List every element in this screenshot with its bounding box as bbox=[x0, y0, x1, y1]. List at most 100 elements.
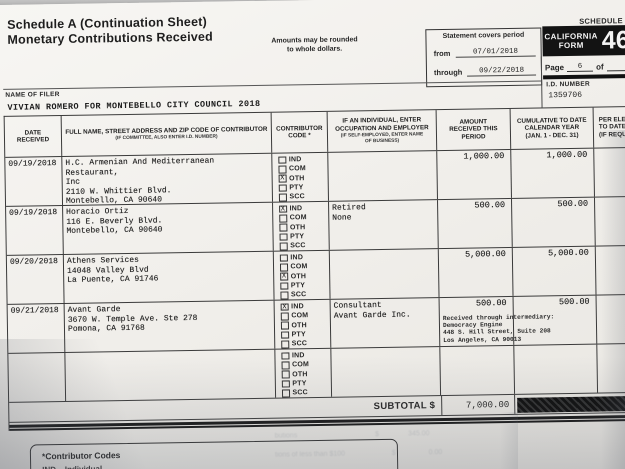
code-label: IND bbox=[288, 156, 302, 164]
cell-occupation: Retired None bbox=[329, 200, 439, 250]
page-number: 6 bbox=[566, 62, 594, 73]
code-option: SCC bbox=[278, 192, 328, 202]
code-label: OTH bbox=[291, 321, 307, 330]
california-form-badge: CALIFORNIA FORM 460 bbox=[542, 24, 625, 57]
checkbox-unchecked bbox=[281, 389, 290, 398]
checkbox-unchecked bbox=[281, 340, 289, 349]
cell-per-election bbox=[595, 197, 625, 246]
contributor-codes-title: *Contributor Codes bbox=[41, 450, 121, 462]
checkbox-unchecked bbox=[279, 263, 288, 272]
subtotal-value: 7,000.00 bbox=[441, 394, 516, 416]
cell-amount-received: 5,000.00 bbox=[438, 247, 514, 298]
page-of-value bbox=[606, 69, 625, 72]
header-subnote: OF BUSINESS) bbox=[364, 138, 400, 145]
header-line: RECEIVED bbox=[16, 136, 50, 144]
from-date-value: 07/01/2018 bbox=[455, 47, 536, 58]
column-header: CUMULATIVE TO DATE CALENDAR YEAR (JAN. 1 -… bbox=[510, 107, 595, 149]
form-title-line2: Monetary Contributions Received bbox=[7, 29, 214, 47]
cell-occupation: Consultant Avant Garde Inc. bbox=[330, 298, 441, 348]
date-value: 09/19/2018 bbox=[8, 159, 57, 169]
california-label: CALIFORNIA bbox=[544, 31, 598, 42]
through-label: through bbox=[433, 67, 463, 78]
header-subnote: (IF COMMITTEE, ALSO ENTER I.D. NUMBER) bbox=[115, 134, 218, 142]
checkbox-unchecked bbox=[278, 165, 287, 174]
header-line: (JAN. 1 - DEC. 31) bbox=[525, 131, 579, 140]
column-header: IF AN INDIVIDUAL, ENTER OCCUPATION AND EM… bbox=[327, 110, 438, 152]
column-header: AMOUNT RECEIVED THIS PERIOD bbox=[436, 108, 512, 151]
page-label: Page bbox=[544, 63, 565, 73]
cell-per-election bbox=[597, 344, 625, 393]
cell-date-received: 09/20/2018 bbox=[6, 254, 65, 304]
code-label: COM bbox=[291, 312, 309, 320]
subtotal-label: SUBTOTAL $ bbox=[373, 400, 436, 413]
column-header: FULL NAME, STREET ADDRESS AND ZIP CODE O… bbox=[61, 112, 273, 156]
contributions-table: DATE RECEIVED FULL NAME, STREET ADDRESS AN… bbox=[3, 105, 625, 431]
cell-contributor-code: X IND COM OTH PTY SCC bbox=[273, 201, 330, 251]
checkbox-unchecked bbox=[281, 331, 289, 339]
from-label: from bbox=[433, 48, 451, 59]
cell-contributor-code: IND COM X OTH PTY SCC bbox=[272, 152, 330, 202]
cell-cumulative: 1,000.00 bbox=[511, 148, 595, 198]
cell-per-election bbox=[596, 246, 625, 295]
redacted-area bbox=[517, 395, 625, 413]
form-label: FORM bbox=[558, 40, 584, 51]
code-option: SCC bbox=[281, 388, 331, 398]
code-label: PTY bbox=[292, 380, 307, 388]
checkbox-unchecked bbox=[279, 254, 288, 262]
code-label: COM bbox=[288, 165, 306, 173]
form-title: Schedule A (Continuation Sheet) Monetary… bbox=[7, 15, 213, 48]
checkbox-unchecked bbox=[279, 242, 288, 251]
cell-contributor-code: X IND COM OTH PTY SCC bbox=[274, 299, 332, 349]
checkbox-unchecked bbox=[281, 370, 290, 379]
page-indicator: Page 6 of bbox=[544, 62, 625, 73]
code-label: OTH bbox=[292, 370, 308, 379]
statement-period-label: Statement covers period bbox=[442, 31, 525, 40]
page-of-label: of bbox=[595, 62, 604, 72]
contributor-codes-box: *Contributor Codes IND – Individual COM … bbox=[29, 438, 399, 469]
ghost-text-line1: butions $ 345.00 bbox=[274, 430, 430, 440]
cell-contributor-name bbox=[65, 349, 277, 401]
checkbox-checked: X bbox=[280, 272, 288, 282]
id-number-label: I.D. NUMBER bbox=[546, 80, 591, 89]
through-date-value: 09/22/2018 bbox=[467, 66, 537, 77]
cell-contributor-name: Horacio Ortiz 116 E. Beverly Blvd. Montebe… bbox=[63, 202, 274, 254]
contributor-line: Pomona, CA 91768 bbox=[67, 323, 145, 335]
date-value: 09/19/2018 bbox=[9, 208, 58, 218]
header-line: CODE * bbox=[288, 132, 311, 140]
cell-amount-received: 500.00 bbox=[438, 198, 513, 249]
cell-cumulative: 5,000.00 bbox=[512, 246, 597, 296]
occupation-line: Avant Garde Inc. bbox=[333, 310, 411, 321]
code-label: COM bbox=[292, 361, 310, 369]
cell-date-received: 09/19/2018 bbox=[5, 156, 64, 206]
checkbox-unchecked bbox=[279, 233, 288, 241]
checkbox-checked: X bbox=[279, 205, 287, 214]
code-label: IND bbox=[290, 254, 304, 262]
header-line: (IF REQUIRED) bbox=[598, 130, 625, 139]
checkbox-unchecked bbox=[281, 380, 290, 388]
filer-label: NAME OF FILER bbox=[5, 91, 60, 99]
cell-cumulative bbox=[514, 344, 599, 394]
code-label: OTH bbox=[289, 223, 306, 232]
checkbox-unchecked bbox=[278, 156, 286, 164]
checkbox-unchecked bbox=[280, 291, 289, 300]
header-subnote: (IF SELF-EMPLOYED, ENTER NAME bbox=[340, 132, 424, 139]
code-label: IND bbox=[289, 205, 303, 213]
checkbox-checked: X bbox=[280, 303, 289, 312]
filer-name: VIVIAN ROMERO FOR MONTEBELLO CITY COUNCI… bbox=[7, 98, 261, 113]
cell-per-election bbox=[594, 148, 625, 197]
cell-contributor-name: Athens Services 14048 Valley Blvd La Puent… bbox=[63, 251, 275, 303]
checkbox-unchecked bbox=[281, 352, 289, 360]
california-form-text: CALIFORNIA FORM bbox=[542, 32, 600, 51]
cell-occupation bbox=[329, 249, 440, 299]
rounding-note: Amounts may be rounded to whole dollars. bbox=[251, 36, 377, 55]
checkbox-unchecked bbox=[278, 184, 287, 192]
table-row: IND COM OTH PTY SCC bbox=[8, 343, 625, 403]
column-header: DATE RECEIVED bbox=[4, 115, 63, 157]
checkbox-unchecked bbox=[280, 282, 288, 290]
cell-amount-received bbox=[440, 345, 516, 396]
code-option: SCC bbox=[281, 339, 330, 349]
intermediary-note: Received through intermediary: Democracy … bbox=[443, 312, 618, 344]
checkbox-unchecked bbox=[279, 223, 287, 232]
contributor-line: La Puente, CA 91746 bbox=[67, 274, 159, 286]
